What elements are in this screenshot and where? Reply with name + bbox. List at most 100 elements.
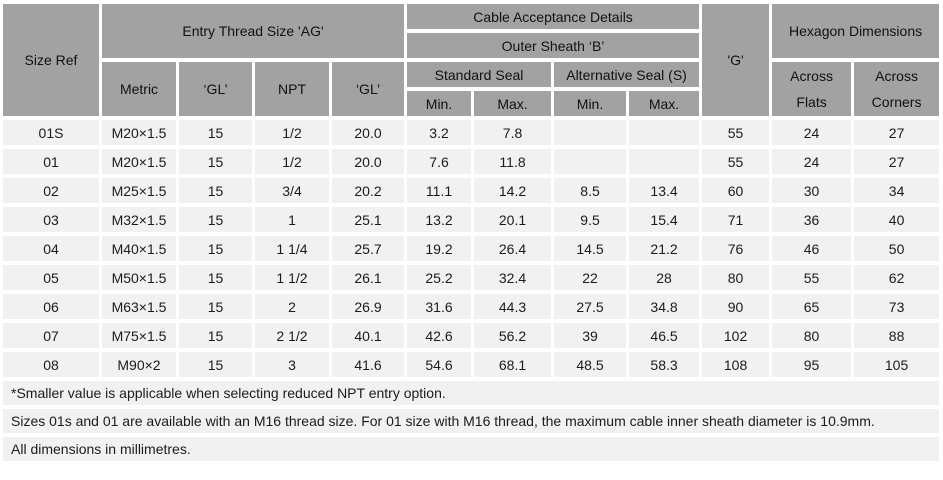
table-row: 01 M20×1.5 15 1/2 20.0 7.6 11.8 55 24 27 bbox=[3, 149, 940, 174]
table-cell: 26.4 bbox=[474, 236, 552, 261]
table-cell: 34.8 bbox=[629, 294, 700, 319]
table-row: 07 M75×1.5 15 2 1/2 40.1 42.6 56.2 39 46.5 102 80 8… bbox=[3, 323, 940, 348]
table-cell: 65 bbox=[772, 294, 852, 319]
table-cell: 15 bbox=[179, 265, 252, 290]
header-across-flats: Across Flats bbox=[772, 62, 852, 116]
table-cell: M20×1.5 bbox=[102, 149, 176, 174]
table-cell: 30 bbox=[772, 178, 852, 203]
header-alternative-seal: Alternative Seal (S) bbox=[554, 62, 700, 87]
table-cell: 34 bbox=[854, 178, 940, 203]
table-cell: 04 bbox=[3, 236, 99, 261]
table-cell: 28 bbox=[629, 265, 700, 290]
header-metric: Metric bbox=[102, 62, 176, 116]
table-row: 01S M20×1.5 15 1/2 20.0 3.2 7.8 55 24 27 bbox=[3, 120, 940, 145]
table-cell: 56.2 bbox=[474, 323, 552, 348]
table-cell: 27 bbox=[854, 120, 940, 145]
table-cell: 05 bbox=[3, 265, 99, 290]
table-cell: 32.4 bbox=[474, 265, 552, 290]
table-cell: 7.8 bbox=[474, 120, 552, 145]
table-cell: 8.5 bbox=[554, 178, 627, 203]
table-cell: 68.1 bbox=[474, 352, 552, 377]
table-cell: 58.3 bbox=[629, 352, 700, 377]
table-cell: 41.6 bbox=[332, 352, 405, 377]
table-cell: 54.6 bbox=[407, 352, 472, 377]
table-cell: 1 1/4 bbox=[255, 236, 329, 261]
table-cell: 15 bbox=[179, 149, 252, 174]
note-row: Sizes 01s and 01 are available with an M… bbox=[3, 409, 940, 433]
table-cell: 39 bbox=[554, 323, 627, 348]
table-cell: 2 bbox=[255, 294, 329, 319]
table-cell: M20×1.5 bbox=[102, 120, 176, 145]
header-size-ref: Size Ref bbox=[3, 4, 99, 116]
table-row: 06 M63×1.5 15 2 26.9 31.6 44.3 27.5 34.8 90 65 73 bbox=[3, 294, 940, 319]
table-cell: 07 bbox=[3, 323, 99, 348]
table-cell: 03 bbox=[3, 207, 99, 232]
note-row: *Smaller value is applicable when select… bbox=[3, 381, 940, 405]
header-standard-min: Min. bbox=[407, 91, 472, 116]
table-cell: M25×1.5 bbox=[102, 178, 176, 203]
table-cell: 24 bbox=[772, 149, 852, 174]
header-alternative-max: Max. bbox=[629, 91, 700, 116]
table-cell: 108 bbox=[702, 352, 770, 377]
table-cell: 20.0 bbox=[332, 120, 405, 145]
table-cell: 26.9 bbox=[332, 294, 405, 319]
header-standard-max: Max. bbox=[474, 91, 552, 116]
table-cell: 15 bbox=[179, 352, 252, 377]
table-cell: 27.5 bbox=[554, 294, 627, 319]
table-cell: 15 bbox=[179, 294, 252, 319]
table-cell: 27 bbox=[854, 149, 940, 174]
table-cell: 20.2 bbox=[332, 178, 405, 203]
table-cell: 08 bbox=[3, 352, 99, 377]
table-cell: 2 1/2 bbox=[255, 323, 329, 348]
table-cell: 19.2 bbox=[407, 236, 472, 261]
header-gl-metric: ‘GL’ bbox=[179, 62, 252, 116]
table-cell: 7.6 bbox=[407, 149, 472, 174]
table-cell: 73 bbox=[854, 294, 940, 319]
table-cell: 46 bbox=[772, 236, 852, 261]
table-cell: 105 bbox=[854, 352, 940, 377]
table-cell: 13.2 bbox=[407, 207, 472, 232]
table-cell: 25.1 bbox=[332, 207, 405, 232]
table-cell: 15 bbox=[179, 236, 252, 261]
table-cell: 90 bbox=[702, 294, 770, 319]
table-cell: M75×1.5 bbox=[102, 323, 176, 348]
table-cell bbox=[554, 120, 627, 145]
table-cell: 21.2 bbox=[629, 236, 700, 261]
table-cell: M50×1.5 bbox=[102, 265, 176, 290]
note-text: Sizes 01s and 01 are available with an M… bbox=[3, 409, 940, 433]
table-cell: 15 bbox=[179, 178, 252, 203]
header-cable-acceptance: Cable Acceptance Details bbox=[407, 4, 700, 29]
table-cell: 60 bbox=[702, 178, 770, 203]
table-cell: 01S bbox=[3, 120, 99, 145]
header-standard-seal: Standard Seal bbox=[407, 62, 552, 87]
table-row: 05 M50×1.5 15 1 1/2 26.1 25.2 32.4 22 28 80 55 62 bbox=[3, 265, 940, 290]
header-across-corners: Across Corners bbox=[854, 62, 940, 116]
table-cell: 55 bbox=[702, 120, 770, 145]
table-cell: 46.5 bbox=[629, 323, 700, 348]
table-cell: 14.5 bbox=[554, 236, 627, 261]
table-cell: 71 bbox=[702, 207, 770, 232]
table-cell: 9.5 bbox=[554, 207, 627, 232]
table-cell: 3.2 bbox=[407, 120, 472, 145]
header-hexagon-dimensions: Hexagon Dimensions bbox=[772, 4, 940, 58]
table-row: 03 M32×1.5 15 1 25.1 13.2 20.1 9.5 15.4 71 36 40 bbox=[3, 207, 940, 232]
table-cell: 1 bbox=[255, 207, 329, 232]
table-cell: 80 bbox=[702, 265, 770, 290]
spec-table: Size Ref Entry Thread Size 'AG' Cable Ac… bbox=[3, 4, 940, 461]
table-cell: 40 bbox=[854, 207, 940, 232]
table-cell: 11.1 bbox=[407, 178, 472, 203]
table-cell: 02 bbox=[3, 178, 99, 203]
table-cell: 50 bbox=[854, 236, 940, 261]
table-cell: 1/2 bbox=[255, 120, 329, 145]
table-cell bbox=[629, 149, 700, 174]
table-cell: 31.6 bbox=[407, 294, 472, 319]
table-cell: 3 bbox=[255, 352, 329, 377]
table-cell: 36 bbox=[772, 207, 852, 232]
table-cell: 40.1 bbox=[332, 323, 405, 348]
table-cell: 13.4 bbox=[629, 178, 700, 203]
table-cell bbox=[554, 149, 627, 174]
table-body: 01S M20×1.5 15 1/2 20.0 3.2 7.8 55 24 27 01 M20×1.5… bbox=[3, 120, 940, 377]
table-cell: 1/2 bbox=[255, 149, 329, 174]
table-cell: 88 bbox=[854, 323, 940, 348]
table-cell: 11.8 bbox=[474, 149, 552, 174]
